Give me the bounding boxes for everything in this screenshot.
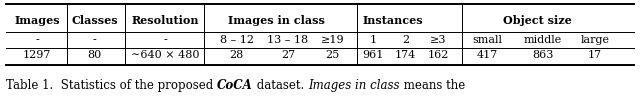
Text: Classes: Classes — [72, 15, 118, 26]
Text: 417: 417 — [477, 50, 499, 60]
Text: ≥3: ≥3 — [430, 35, 447, 45]
Text: 25: 25 — [326, 50, 340, 60]
Text: means the: means the — [399, 79, 465, 92]
Text: 13 – 18: 13 – 18 — [268, 35, 308, 45]
Text: large: large — [580, 35, 610, 45]
Text: Images: Images — [14, 15, 60, 26]
Text: -: - — [163, 35, 167, 45]
Text: CoCA: CoCA — [218, 79, 253, 92]
Text: ≥19: ≥19 — [321, 35, 344, 45]
Text: 162: 162 — [428, 50, 449, 60]
Text: 8 – 12: 8 – 12 — [220, 35, 254, 45]
Text: 863: 863 — [532, 50, 554, 60]
Text: Object size: Object size — [503, 15, 572, 26]
Text: 27: 27 — [281, 50, 295, 60]
Text: Images in class: Images in class — [308, 79, 399, 92]
Text: 2: 2 — [402, 35, 410, 45]
Text: 174: 174 — [395, 50, 417, 60]
Text: middle: middle — [524, 35, 562, 45]
Text: 17: 17 — [588, 50, 602, 60]
Text: -: - — [35, 35, 39, 45]
Text: Table 1.  Statistics of the proposed: Table 1. Statistics of the proposed — [6, 79, 218, 92]
Text: 961: 961 — [362, 50, 384, 60]
Text: dataset.: dataset. — [253, 79, 308, 92]
Text: small: small — [473, 35, 502, 45]
Text: ∼640 × 480: ∼640 × 480 — [131, 50, 200, 60]
Text: Instances: Instances — [363, 15, 423, 26]
Text: -: - — [93, 35, 97, 45]
Text: 80: 80 — [88, 50, 102, 60]
Text: 28: 28 — [230, 50, 244, 60]
Text: Resolution: Resolution — [131, 15, 199, 26]
Text: 1297: 1297 — [23, 50, 51, 60]
Text: Images in class: Images in class — [228, 15, 325, 26]
Text: 1: 1 — [369, 35, 377, 45]
